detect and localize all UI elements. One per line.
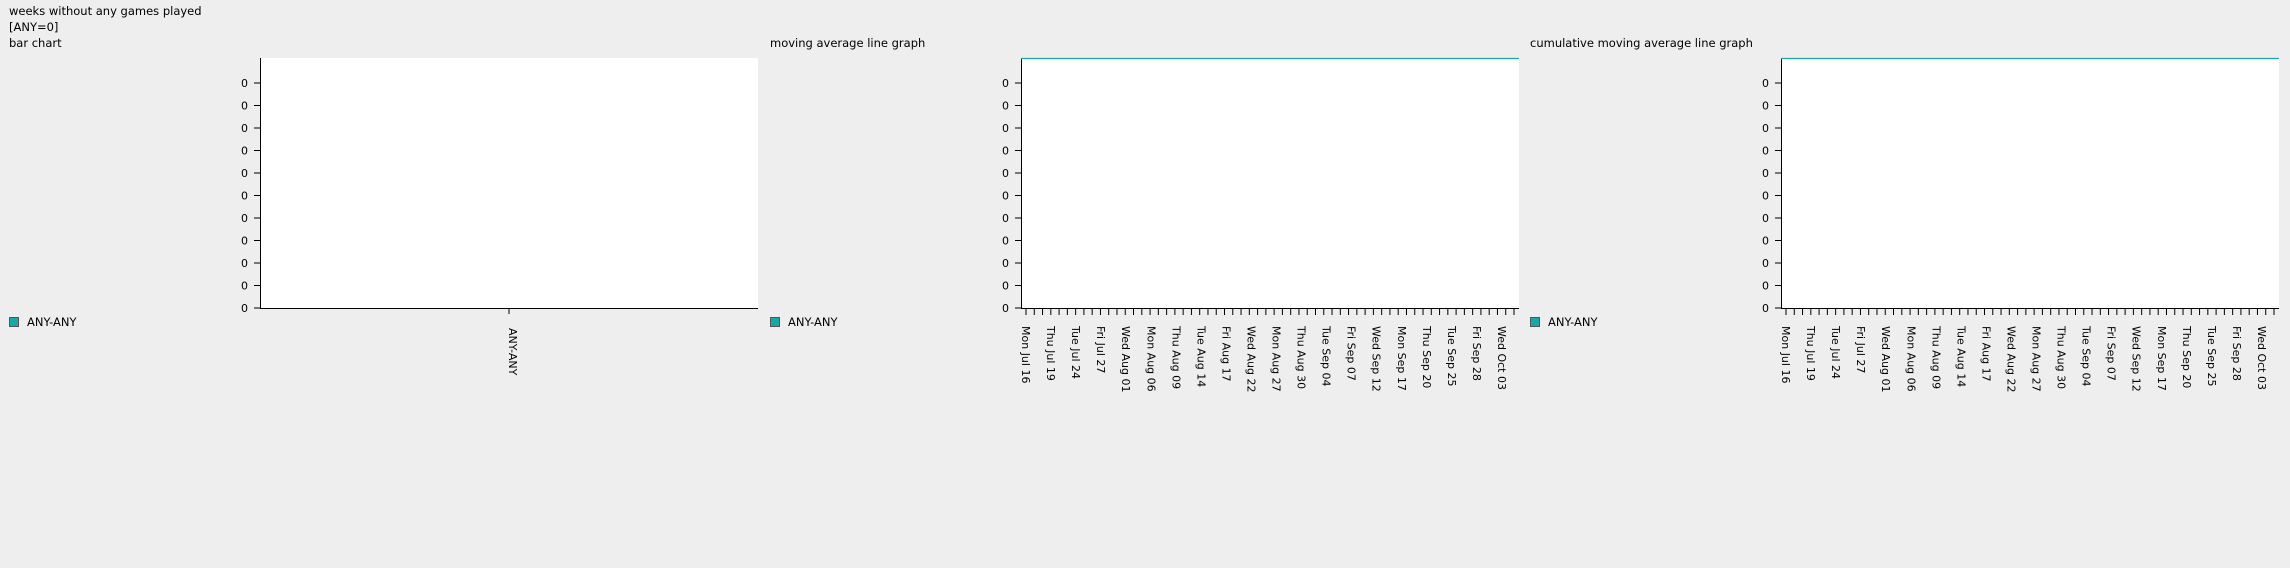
x-tick-label: Thu Sep 20 bbox=[2180, 325, 2193, 388]
legend-swatch bbox=[770, 317, 780, 327]
y-tick-label: 0 bbox=[1762, 235, 1769, 248]
legend-swatch bbox=[1530, 317, 1540, 327]
x-tick-label: Fri Jul 27 bbox=[1094, 326, 1107, 373]
x-tick-label: Tue Sep 04 bbox=[2080, 325, 2093, 387]
chart-title: bar chart bbox=[9, 36, 62, 50]
y-tick-label: 0 bbox=[241, 212, 248, 225]
chart-svg: 0 0 0 0 0 0 0 0 0 0 0 Mon Jul 16 Thu Jul 19 Tue Jul 2… bbox=[1002, 57, 1519, 392]
y-tick-label: 0 bbox=[1762, 212, 1769, 225]
plot-area bbox=[260, 58, 758, 308]
x-tick-label: Tue Sep 25 bbox=[2205, 325, 2218, 387]
y-tick-label: 0 bbox=[1002, 302, 1009, 315]
x-tick-label: Thu Aug 30 bbox=[2055, 325, 2068, 389]
y-tick-label: 0 bbox=[1002, 122, 1009, 135]
y-tick-label: 0 bbox=[241, 257, 248, 270]
x-tick-label: Mon Aug 27 bbox=[2030, 326, 2043, 392]
x-tick-label: Mon Jul 16 bbox=[1019, 326, 1032, 383]
legend: ANY-ANY bbox=[1530, 315, 1598, 329]
moving-average-panel: moving average line graph 0 0 0 0 0 0 0 0 0 0 0 Mon… bbox=[770, 35, 1525, 395]
x-tick-label: ANY-ANY bbox=[506, 328, 519, 376]
x-tick-label: Thu Aug 09 bbox=[1169, 325, 1182, 389]
x-tick-label: Tue Sep 04 bbox=[1320, 325, 1333, 387]
y-tick-label: 0 bbox=[1762, 280, 1769, 293]
y-tick-label: 0 bbox=[241, 167, 248, 180]
page-subtitle: [ANY=0] bbox=[9, 20, 59, 34]
chart-title: cumulative moving average line graph bbox=[1530, 36, 1753, 50]
legend: ANY-ANY bbox=[770, 315, 838, 329]
x-tick-label: Wed Oct 03 bbox=[2255, 326, 2268, 390]
page-title: weeks without any games played bbox=[9, 4, 202, 18]
x-tick-label: Fri Sep 28 bbox=[1470, 326, 1483, 381]
y-tick-label: 0 bbox=[241, 145, 248, 158]
x-tick-label: Wed Sep 12 bbox=[2130, 326, 2143, 392]
x-tick-label: Fri Aug 17 bbox=[1219, 326, 1232, 382]
y-tick-label: 0 bbox=[1762, 190, 1769, 203]
y-tick-label: 0 bbox=[241, 122, 248, 135]
legend-label: ANY-ANY bbox=[27, 315, 77, 329]
y-tick-label: 0 bbox=[1002, 257, 1009, 270]
legend-swatch bbox=[9, 317, 19, 327]
y-tick-label: 0 bbox=[241, 235, 248, 248]
y-tick-label: 0 bbox=[241, 302, 248, 315]
bar-chart-panel: bar chart 0 0 0 0 0 0 0 0 0 0 0 ANY-ANY ANY-ANY bbox=[9, 35, 764, 395]
y-tick-label: 0 bbox=[1002, 212, 1009, 225]
x-tick-label: Fri Sep 07 bbox=[1345, 326, 1358, 381]
y-tick-label: 0 bbox=[241, 280, 248, 293]
y-tick-label: 0 bbox=[1762, 100, 1769, 113]
y-tick-label: 0 bbox=[1762, 167, 1769, 180]
x-tick-label: Thu Jul 19 bbox=[1804, 325, 1817, 381]
x-tick-label: Thu Aug 30 bbox=[1295, 325, 1308, 389]
x-tick-label: Thu Sep 20 bbox=[1420, 325, 1433, 388]
x-tick-label: Mon Sep 17 bbox=[2155, 326, 2168, 391]
plot-area bbox=[1781, 58, 2279, 308]
legend-label: ANY-ANY bbox=[788, 315, 838, 329]
x-tick-label: Mon Sep 17 bbox=[1395, 326, 1408, 391]
x-tick-label: Fri Sep 28 bbox=[2230, 326, 2243, 381]
y-tick-label: 0 bbox=[1002, 190, 1009, 203]
x-tick-label: Tue Jul 24 bbox=[1829, 325, 1842, 379]
y-tick-label: 0 bbox=[1002, 280, 1009, 293]
plot-area bbox=[1021, 58, 1519, 308]
x-tick-label: Wed Oct 03 bbox=[1495, 326, 1508, 390]
legend-label: ANY-ANY bbox=[1548, 315, 1598, 329]
x-tick-label: Mon Aug 27 bbox=[1270, 326, 1283, 392]
y-tick-label: 0 bbox=[1002, 145, 1009, 158]
x-tick-label: Tue Aug 14 bbox=[1194, 325, 1207, 387]
chart-title: moving average line graph bbox=[770, 36, 926, 50]
y-tick-label: 0 bbox=[1762, 122, 1769, 135]
x-tick-label: Wed Aug 01 bbox=[1119, 326, 1132, 392]
y-tick-label: 0 bbox=[1762, 302, 1769, 315]
chart-svg: 0 0 0 0 0 0 0 0 0 0 0 ANY-ANY bbox=[241, 58, 758, 376]
x-tick-label: Wed Aug 22 bbox=[2004, 326, 2017, 392]
y-tick-label: 0 bbox=[1762, 257, 1769, 270]
chart-svg: 0 0 0 0 0 0 0 0 0 0 0 Mon Jul 16 Thu Jul 19 Tue Jul 2… bbox=[1762, 57, 2279, 392]
x-tick-label: Wed Aug 22 bbox=[1244, 326, 1257, 392]
y-tick-label: 0 bbox=[1002, 167, 1009, 180]
y-tick-label: 0 bbox=[241, 190, 248, 203]
x-tick-label: Tue Aug 14 bbox=[1954, 325, 1967, 387]
x-tick-label: Mon Aug 06 bbox=[1904, 326, 1917, 392]
x-tick-label: Tue Sep 25 bbox=[1445, 325, 1458, 387]
x-tick-label: Mon Aug 06 bbox=[1144, 326, 1157, 392]
legend: ANY-ANY bbox=[9, 315, 77, 329]
y-tick-label: 0 bbox=[1762, 77, 1769, 90]
y-tick-label: 0 bbox=[1762, 145, 1769, 158]
x-tick-label: Wed Sep 12 bbox=[1370, 326, 1383, 392]
x-tick-label: Thu Jul 19 bbox=[1044, 325, 1057, 381]
y-tick-label: 0 bbox=[241, 77, 248, 90]
x-tick-label: Thu Aug 09 bbox=[1929, 325, 1942, 389]
x-tick-label: Fri Jul 27 bbox=[1854, 326, 1867, 373]
x-tick-label: Mon Jul 16 bbox=[1779, 326, 1792, 383]
y-tick-label: 0 bbox=[1002, 235, 1009, 248]
x-tick-label: Fri Sep 07 bbox=[2105, 326, 2118, 381]
x-tick-label: Wed Aug 01 bbox=[1879, 326, 1892, 392]
y-tick-label: 0 bbox=[1002, 100, 1009, 113]
y-tick-label: 0 bbox=[1002, 77, 1009, 90]
y-tick-label: 0 bbox=[241, 100, 248, 113]
x-tick-label: Fri Aug 17 bbox=[1979, 326, 1992, 382]
x-tick-label: Tue Jul 24 bbox=[1069, 325, 1082, 379]
